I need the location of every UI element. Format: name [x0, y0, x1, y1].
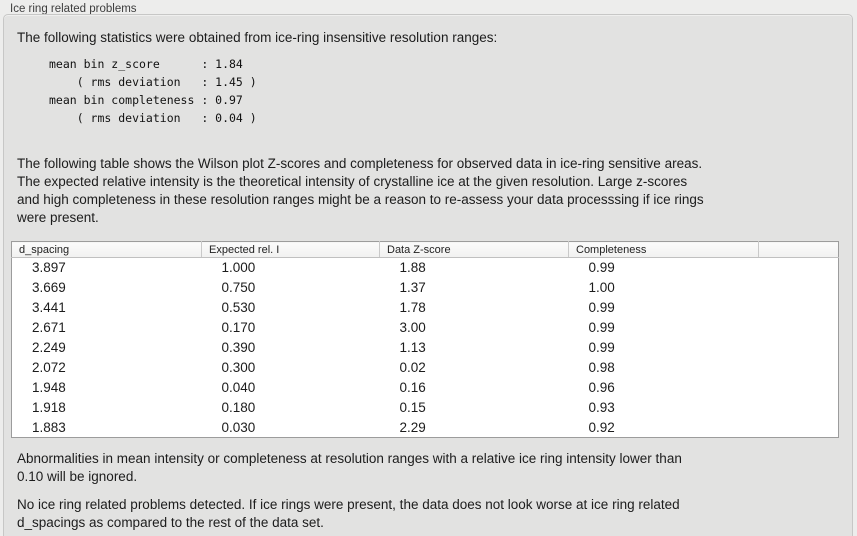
table-row[interactable]: 1.883 0.030 2.29 0.92	[12, 418, 839, 438]
stats-intro-text: The following statistics were obtained f…	[17, 30, 498, 45]
table-cell: 0.92	[588, 419, 615, 435]
column-header-expected-rel-i[interactable]: Expected rel. I	[201, 241, 380, 258]
table-cell	[759, 298, 839, 318]
table-cell: 2.072	[32, 360, 66, 375]
ice-table-body: 3.897 1.000 1.88 0.99 3.669 0.750 1.37 1.00 3.44…	[12, 258, 839, 438]
table-cell: 0.180	[221, 400, 256, 415]
table-cell: 2.249	[32, 340, 66, 355]
table-cell	[759, 358, 839, 378]
table-cell	[759, 318, 839, 338]
group-box-content: The following statistics were obtained f…	[4, 15, 852, 532]
stats-values-block: mean bin z_score : 1.84 ( rms deviation …	[49, 57, 257, 125]
table-cell: 0.93	[588, 400, 615, 415]
table-cell: 3.897	[32, 260, 66, 276]
table-row[interactable]: 3.897 1.000 1.88 0.99	[12, 258, 839, 278]
ice-ring-table: d_spacing Expected rel. I Data Z-score C…	[11, 241, 839, 438]
group-box-label: Ice ring related problems	[10, 3, 137, 15]
table-cell: 0.300	[221, 360, 256, 375]
table-cell: 3.00	[399, 320, 426, 335]
table-cell: 1.883	[32, 419, 66, 435]
table-cell: 3.441	[32, 300, 66, 315]
table-cell: 1.78	[399, 300, 426, 315]
column-header-data-z-score[interactable]: Data Z-score	[379, 241, 569, 258]
table-cell: 0.99	[588, 300, 615, 315]
table-cell: 0.390	[221, 340, 256, 355]
table-cell: 1.000	[221, 260, 256, 276]
table-cell: 1.918	[32, 400, 66, 415]
table-cell	[759, 338, 839, 358]
table-cell: 0.16	[399, 380, 426, 395]
table-cell: 0.170	[221, 320, 256, 335]
table-cell: 1.00	[588, 280, 615, 295]
table-row[interactable]: 1.948 0.040 0.16 0.96	[12, 378, 839, 398]
table-cell	[759, 418, 839, 438]
table-cell: 0.99	[588, 320, 615, 335]
table-row[interactable]: 2.072 0.300 0.02 0.98	[12, 358, 839, 378]
table-cell: 0.530	[221, 300, 256, 315]
table-cell: 1.37	[399, 280, 426, 295]
conclusion-text: No ice ring related problems detected. I…	[17, 497, 680, 530]
table-cell: 3.669	[32, 280, 66, 295]
column-header-d-spacing[interactable]: d_spacing	[11, 241, 202, 258]
table-cell: 1.948	[32, 380, 66, 395]
table-cell: 0.02	[399, 360, 426, 375]
table-cell	[759, 398, 839, 418]
table-cell: 1.88	[399, 260, 426, 276]
table-cell: 0.99	[588, 340, 615, 355]
table-row[interactable]: 1.918 0.180 0.15 0.93	[12, 398, 839, 418]
table-row[interactable]: 3.669 0.750 1.37 1.00	[12, 278, 839, 298]
table-row[interactable]: 2.249 0.390 1.13 0.99	[12, 338, 839, 358]
table-intro-text: The following table shows the Wilson plo…	[17, 156, 704, 225]
table-cell: 0.750	[221, 280, 256, 295]
table-cell: 0.030	[221, 419, 256, 435]
table-cell	[759, 278, 839, 298]
table-cell: 2.29	[399, 419, 426, 435]
table-cell	[759, 378, 839, 398]
table-cell: 2.671	[32, 320, 66, 335]
column-header-empty	[758, 241, 839, 258]
column-header-completeness[interactable]: Completeness	[568, 241, 759, 258]
table-cell: 1.13	[399, 340, 426, 355]
table-cell: 0.040	[221, 380, 256, 395]
ignore-note-text: Abnormalities in mean intensity or compl…	[17, 451, 682, 484]
table-cell	[759, 258, 839, 278]
ice-table-header: d_spacing Expected rel. I Data Z-score C…	[11, 241, 839, 258]
table-row[interactable]: 2.671 0.170 3.00 0.99	[12, 318, 839, 338]
table-cell: 0.15	[399, 400, 426, 415]
table-cell: 0.96	[588, 380, 615, 395]
table-cell: 0.99	[588, 260, 615, 276]
ice-ring-group-box: The following statistics were obtained f…	[3, 14, 853, 536]
table-row[interactable]: 3.441 0.530 1.78 0.99	[12, 298, 839, 318]
table-cell: 0.98	[588, 360, 615, 375]
